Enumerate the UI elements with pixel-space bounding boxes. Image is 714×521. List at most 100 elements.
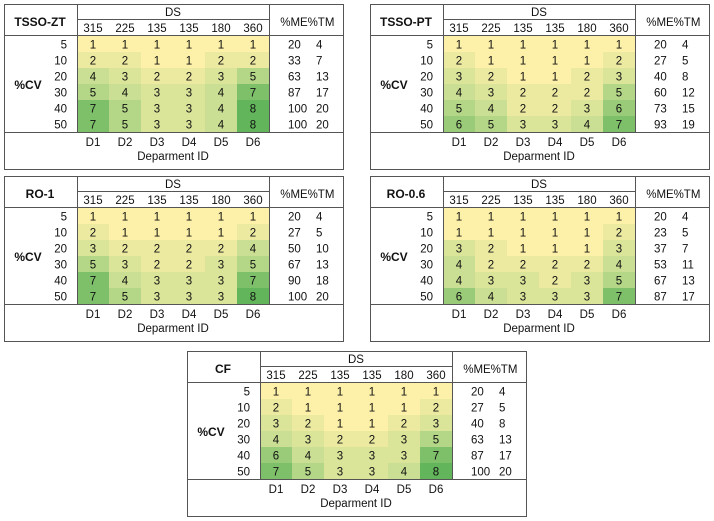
me-value: 87 xyxy=(654,292,667,304)
cell-value: 1 xyxy=(154,212,160,224)
ds-axis-label: DS xyxy=(531,179,547,191)
cell-value: 5 xyxy=(433,435,439,447)
cell-value: 3 xyxy=(401,451,407,463)
heat-cell xyxy=(173,240,205,256)
heat-cell xyxy=(324,399,356,415)
tm-header: %TM xyxy=(308,189,335,201)
heat-cell xyxy=(77,208,109,224)
panel-cf: 1 1 1 1 1 1 2 1 1 1 1 2 3 2 1 1 2 3 4 3 2 2 3 5 6 4 3 3 3 7 7 5 3 3 4 8 CF DS… xyxy=(187,351,527,517)
heat-cell xyxy=(356,415,388,431)
department-tick: D2 xyxy=(484,137,499,149)
me-header: %ME xyxy=(646,189,674,201)
me-value: 63 xyxy=(471,435,484,447)
heat-cell xyxy=(571,272,603,288)
tm-value: 4 xyxy=(682,212,689,224)
cell-value: 1 xyxy=(488,40,494,52)
ds-value: 135 xyxy=(147,23,166,35)
heat-cell xyxy=(292,383,324,399)
heat-cell xyxy=(356,431,388,447)
cell-value: 1 xyxy=(456,40,462,52)
cell-value: 8 xyxy=(250,292,256,304)
cell-value: 3 xyxy=(433,419,439,431)
cell-value: 5 xyxy=(122,292,128,304)
cell-value: 3 xyxy=(218,72,224,84)
heat-cell xyxy=(324,463,356,479)
cell-value: 5 xyxy=(122,104,128,116)
me-value: 67 xyxy=(288,260,301,272)
ds-value: 180 xyxy=(211,23,230,35)
heat-cell xyxy=(475,36,507,52)
cell-value: 8 xyxy=(250,120,256,132)
cell-value: 1 xyxy=(456,228,462,240)
heat-cell xyxy=(507,288,539,304)
ds-value: 135 xyxy=(362,370,381,382)
me-value: 27 xyxy=(471,403,484,415)
department-tick: D4 xyxy=(548,309,563,321)
tm-value: 8 xyxy=(499,419,505,431)
ds-value: 135 xyxy=(179,23,198,35)
cv-level: 10 xyxy=(420,228,433,240)
cell-value: 4 xyxy=(305,451,312,463)
heat-cell xyxy=(77,116,109,132)
heat-cell xyxy=(237,52,269,68)
cell-value: 1 xyxy=(337,419,343,431)
heat-cell xyxy=(420,447,452,463)
cell-value: 1 xyxy=(122,228,128,240)
me-header: %ME xyxy=(280,189,308,201)
ds-value: 360 xyxy=(243,23,262,35)
tm-value: 10 xyxy=(316,244,329,256)
cell-value: 1 xyxy=(520,212,526,224)
heat-cell xyxy=(507,68,539,84)
department-tick: D6 xyxy=(246,309,261,321)
cell-value: 7 xyxy=(616,120,622,132)
cell-value: 1 xyxy=(122,40,128,52)
tm-header: %TM xyxy=(308,17,335,29)
heat-cell xyxy=(173,84,205,100)
cv-axis-label: %CV xyxy=(14,78,41,92)
tm-value: 12 xyxy=(682,88,695,100)
heat-cell xyxy=(443,100,475,116)
heat-cell xyxy=(237,240,269,256)
heatmap-tsso-zt: 1 1 1 1 1 12 2 1 1 2 24 3 2 2 3 55 4 3 3 4 77 5 3 3 4 87 5 3 3 4 8TSSO… xyxy=(4,4,344,170)
cell-value: 5 xyxy=(305,467,311,479)
heat-cell xyxy=(443,116,475,132)
cell-value: 1 xyxy=(552,244,558,256)
cell-value: 3 xyxy=(154,88,160,100)
cv-axis-label: %CV xyxy=(380,78,407,92)
ds-value: 180 xyxy=(211,195,230,207)
cell-value: 1 xyxy=(584,212,590,224)
heat-cell xyxy=(443,240,475,256)
heat-cell xyxy=(539,36,571,52)
cv-level: 40 xyxy=(54,104,67,116)
cell-value: 7 xyxy=(90,120,96,132)
tm-value: 17 xyxy=(316,88,329,100)
cell-value: 1 xyxy=(456,212,462,224)
ds-value: 180 xyxy=(577,195,596,207)
heat-cell xyxy=(260,415,292,431)
cell-value: 2 xyxy=(218,56,224,68)
tm-value: 5 xyxy=(682,228,688,240)
cell-value: 4 xyxy=(122,276,129,288)
cell-value: 2 xyxy=(520,260,526,272)
ds-value: 135 xyxy=(545,195,564,207)
department-tick: D3 xyxy=(150,309,165,321)
cell-value: 1 xyxy=(584,56,590,68)
department-tick: D1 xyxy=(86,137,101,149)
heat-cell xyxy=(507,208,539,224)
cell-value: 2 xyxy=(273,403,279,415)
me-value: 20 xyxy=(288,40,301,52)
me-header: %ME xyxy=(463,364,491,376)
cell-value: 2 xyxy=(456,56,462,68)
cell-value: 1 xyxy=(552,40,558,52)
heat-cell xyxy=(475,224,507,240)
heat-cell xyxy=(141,224,173,240)
cell-value: 4 xyxy=(456,260,463,272)
heat-cell xyxy=(571,208,603,224)
cell-value: 2 xyxy=(488,260,494,272)
cell-value: 3 xyxy=(186,104,192,116)
heat-cell xyxy=(603,52,635,68)
cell-value: 2 xyxy=(552,276,558,288)
department-tick: D3 xyxy=(516,309,531,321)
heat-cell xyxy=(205,224,237,240)
heat-cell xyxy=(539,224,571,240)
